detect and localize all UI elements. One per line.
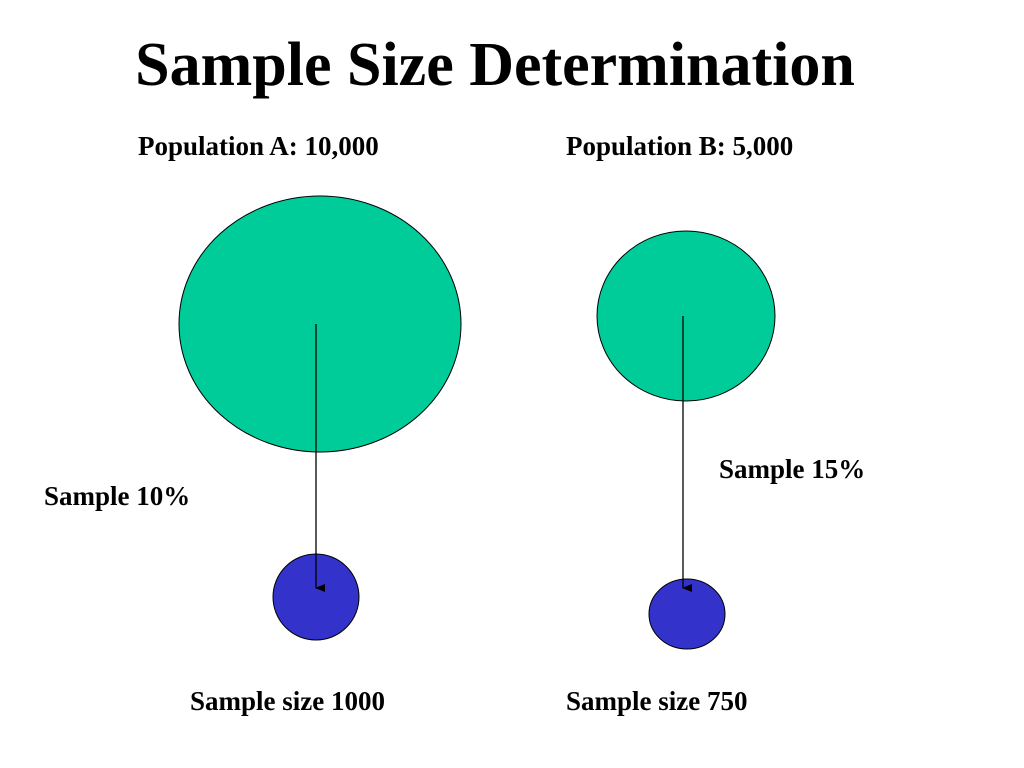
population-b-circle: [596, 230, 776, 402]
sample-rate-b-label: Sample 15%: [719, 454, 866, 484]
population-a-label: Population A: 10,000: [138, 131, 379, 161]
slide-title: Sample Size Determination: [135, 31, 855, 99]
population-b-label: Population B: 5,000: [566, 131, 794, 161]
sample-b-circle: [648, 578, 726, 650]
population-a-circle: [178, 195, 462, 453]
sample-rate-a-label: Sample 10%: [44, 481, 191, 511]
sample-size-b-label: Sample size 750: [566, 686, 748, 716]
sample-size-a-label: Sample size 1000: [190, 686, 385, 716]
